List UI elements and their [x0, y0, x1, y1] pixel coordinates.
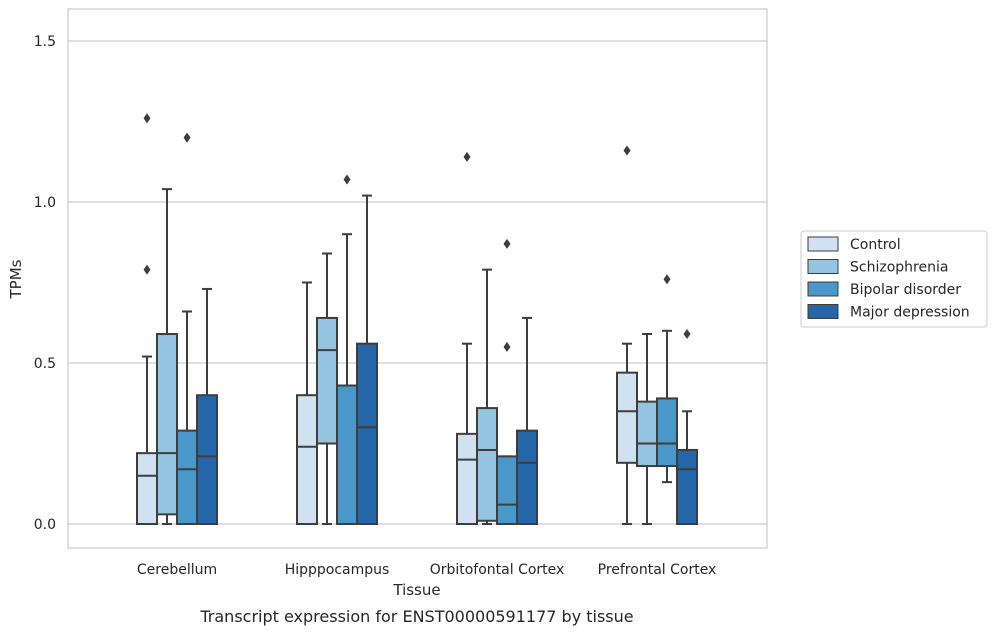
- box-schizophrenia: [316, 252, 338, 525]
- box-iqr: [356, 342, 378, 525]
- box-series: [136, 113, 698, 526]
- outlier-point: [343, 174, 351, 185]
- legend-swatch: [807, 259, 839, 274]
- box-control: [456, 151, 478, 525]
- x-tick-label: Orbitofontal Cortex: [430, 562, 565, 578]
- outlier-point: [663, 274, 671, 285]
- box-control: [296, 281, 318, 526]
- x-tick-labels: Cerebellum Hipppocampus Orbitofontal Corte…: [137, 562, 716, 578]
- box-iqr: [296, 394, 318, 526]
- outlier-point: [503, 341, 511, 352]
- box-iqr: [676, 448, 698, 525]
- chart-caption: Transcript expression for ENST0000059117…: [199, 607, 633, 626]
- box-iqr: [196, 394, 218, 526]
- box-iqr: [176, 429, 198, 525]
- box-schizophrenia: [156, 188, 178, 525]
- y-tick-labels: 0.00.51.01.52.02.53.0: [34, 34, 56, 533]
- box-iqr: [136, 452, 158, 525]
- box-iqr: [156, 333, 178, 516]
- x-axis-label: Tissue: [392, 581, 440, 599]
- box-iqr: [316, 316, 338, 445]
- outlier-point: [183, 132, 191, 143]
- box-control: [616, 145, 638, 525]
- box-major-depression: [196, 287, 218, 526]
- x-tick-label: Prefrontal Cortex: [598, 562, 717, 578]
- box-schizophrenia: [636, 333, 658, 525]
- x-tick-label: Cerebellum: [137, 562, 217, 578]
- box-iqr: [456, 432, 478, 525]
- box-iqr: [496, 455, 518, 526]
- box-major-depression: [516, 316, 538, 525]
- legend-frame: [800, 230, 988, 328]
- y-tick-label: 0.5: [34, 356, 56, 372]
- box-iqr: [616, 371, 638, 464]
- y-axis-label: TPMs: [7, 259, 25, 299]
- y-tick-label: 1.5: [34, 34, 56, 50]
- y-tick-label: 0.0: [34, 517, 56, 533]
- outlier-point: [683, 329, 691, 340]
- box-iqr: [516, 429, 538, 525]
- legend-label: Schizophrenia: [850, 260, 948, 276]
- box-iqr: [636, 400, 658, 468]
- legend-swatch: [807, 304, 839, 319]
- outlier-point: [143, 113, 151, 124]
- outlier-point: [143, 264, 151, 275]
- box-bipolar-disorder: [176, 132, 198, 525]
- box-iqr: [656, 397, 678, 468]
- legend-label: Bipolar disorder: [850, 282, 961, 298]
- legend-swatch: [807, 281, 839, 297]
- box-bipolar-disorder: [656, 274, 678, 484]
- x-tick-label: Hipppocampus: [285, 562, 390, 578]
- box-major-depression: [356, 194, 378, 525]
- box-major-depression: [676, 329, 698, 525]
- y-tick-label: 1.0: [34, 195, 56, 211]
- box-iqr: [336, 384, 358, 526]
- legend: Control Schizophrenia Bipolar disorder Majo…: [800, 230, 988, 328]
- outlier-point: [463, 151, 471, 162]
- outlier-point: [623, 145, 631, 156]
- legend-swatch: [807, 236, 839, 252]
- outlier-point: [503, 238, 511, 249]
- box-iqr: [476, 407, 498, 522]
- legend-label: Control: [850, 237, 901, 253]
- legend-label: Major depression: [850, 305, 970, 321]
